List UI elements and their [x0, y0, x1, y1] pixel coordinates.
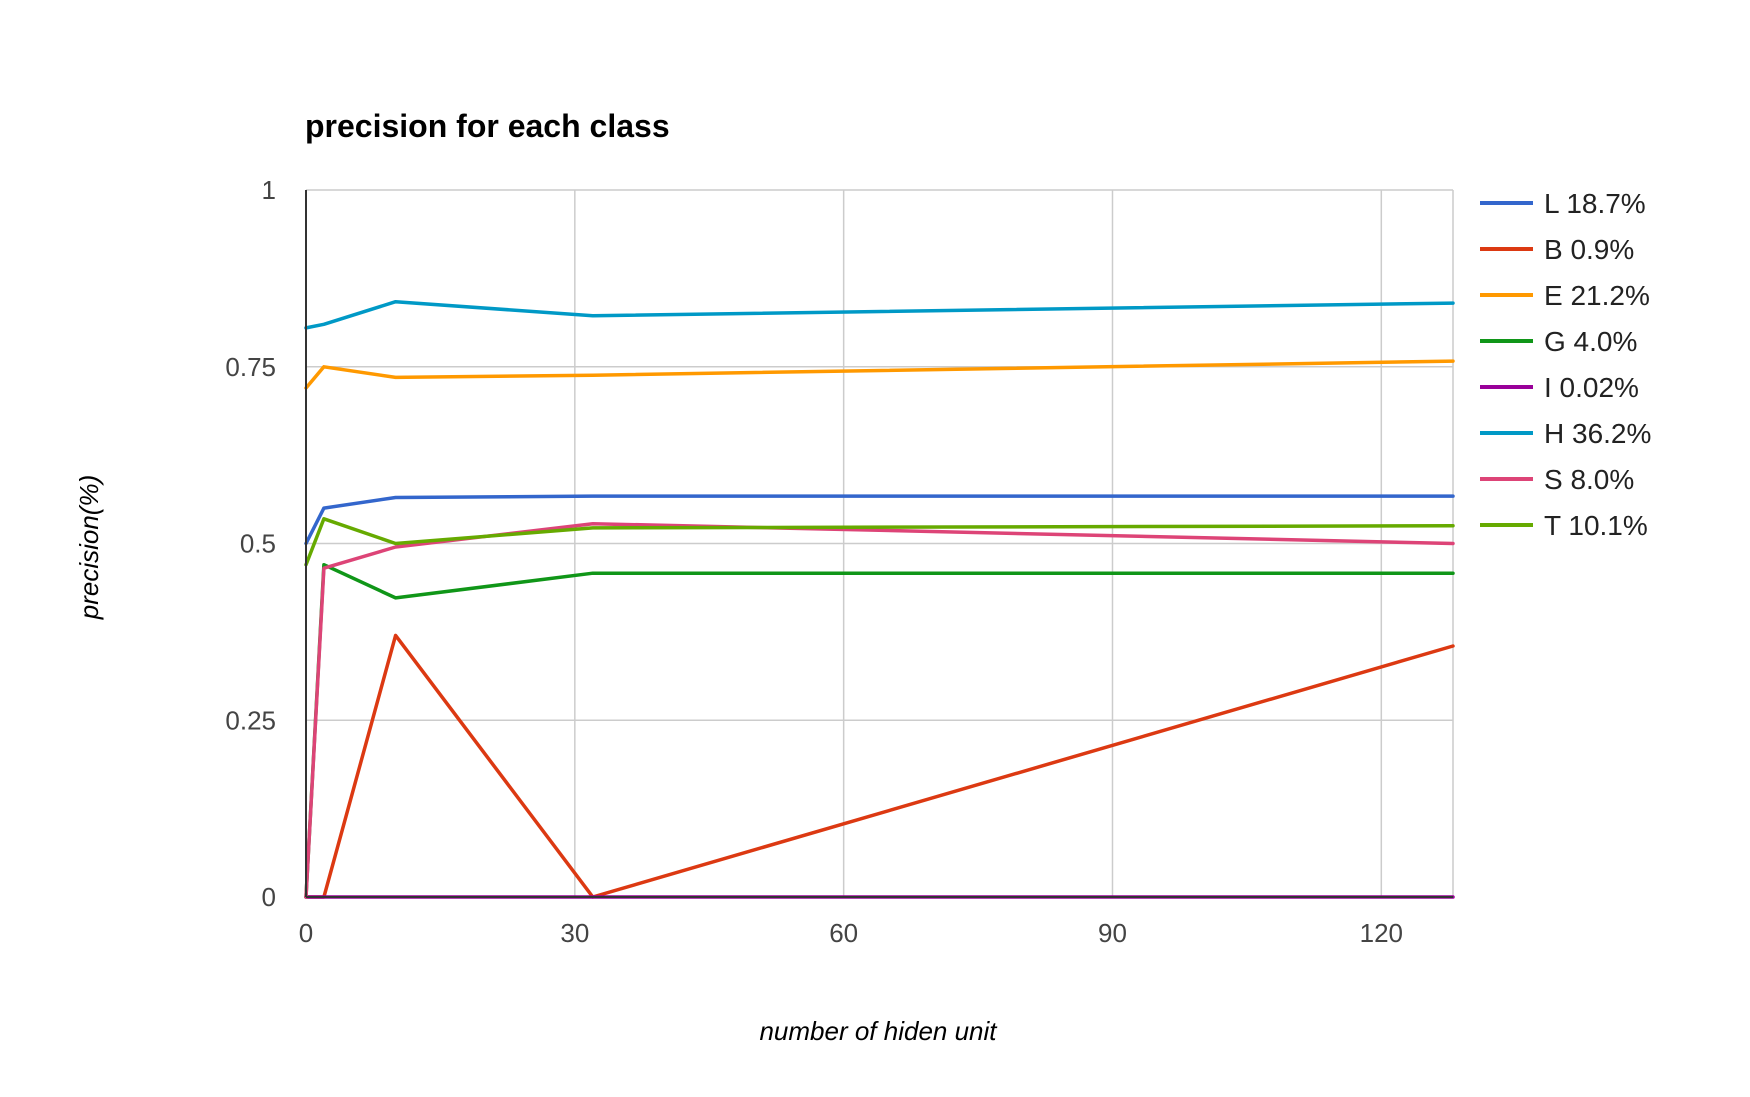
axes: 0 0.25 0.5 0.75 1 0 30 60 90 120 — [225, 175, 1453, 948]
x-tick-label: 90 — [1098, 918, 1127, 948]
y-axis-title: precision(%) — [74, 475, 104, 621]
legend-label: T 10.1% — [1544, 510, 1648, 541]
y-tick-label: 1 — [262, 175, 276, 205]
y-tick-label: 0 — [262, 882, 276, 912]
series-line-g — [304, 562, 1455, 899]
x-axis-title: number of hiden unit — [759, 1016, 998, 1046]
legend-label: G 4.0% — [1544, 326, 1637, 357]
x-tick-label: 60 — [829, 918, 858, 948]
legend: L 18.7% B 0.9% E 21.2% G 4.0% I 0.02% H 36.2%… — [1480, 188, 1651, 541]
x-tick-label: 0 — [299, 918, 313, 948]
x-tick-label: 120 — [1360, 918, 1403, 948]
x-tick-label: 30 — [560, 918, 589, 948]
series-line-s — [304, 521, 1455, 899]
series-line-t — [304, 517, 1455, 567]
series-line-b — [304, 633, 1455, 899]
legend-label: S 8.0% — [1544, 464, 1634, 495]
series-line-l — [304, 494, 1455, 546]
series-line-h — [304, 299, 1455, 330]
series-line-e — [304, 359, 1455, 390]
y-tick-label: 0.25 — [225, 705, 276, 735]
legend-label: B 0.9% — [1544, 234, 1634, 265]
series-lines — [304, 299, 1455, 899]
grid — [306, 189, 1454, 898]
y-tick-label: 0.5 — [240, 529, 276, 559]
legend-label: L 18.7% — [1544, 188, 1646, 219]
legend-label: I 0.02% — [1544, 372, 1639, 403]
legend-label: H 36.2% — [1544, 418, 1651, 449]
chart-title: precision for each class — [305, 108, 670, 144]
y-tick-label: 0.75 — [225, 352, 276, 382]
legend-label: E 21.2% — [1544, 280, 1650, 311]
